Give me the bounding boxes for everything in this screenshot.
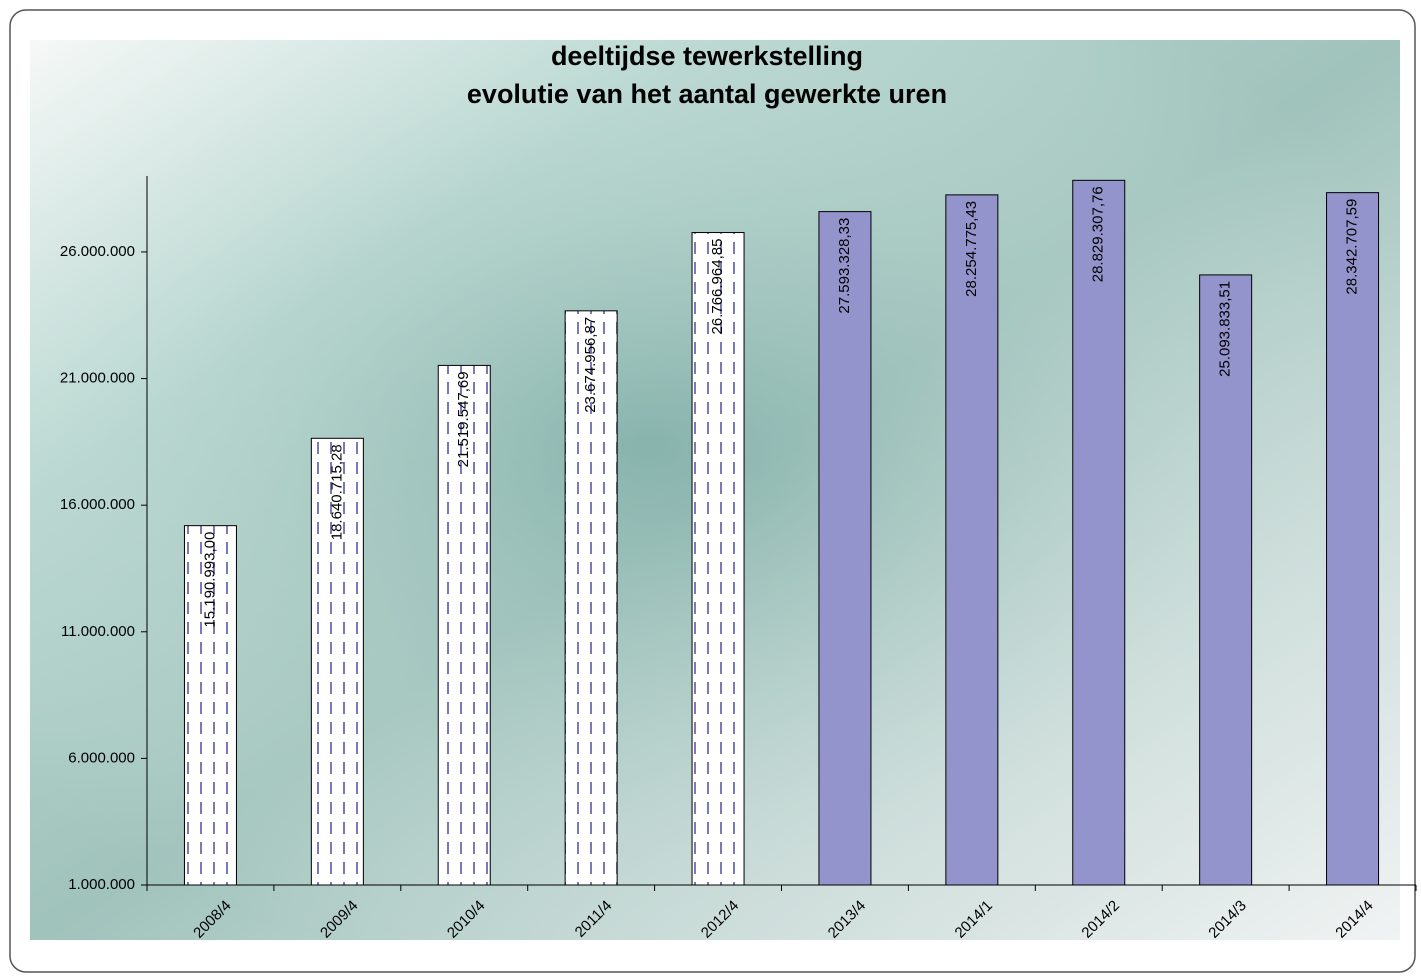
bar [818,211,872,886]
bar [1072,179,1126,886]
bar [437,364,491,886]
y-tick-label: 26.000.000 [60,243,135,260]
y-tick-label: 6.000.000 [68,749,135,766]
bar [1326,192,1380,886]
value-label: 25.093.833,51 [1217,281,1234,377]
bar [945,194,999,886]
value-label: 23.674.956,87 [582,317,599,413]
y-tick-label: 21.000.000 [60,370,135,387]
value-label: 27.593.328,33 [836,218,853,314]
bar [691,232,745,886]
bar [564,310,618,886]
chart-subtitle: evolutie van het aantal gewerkte uren [467,79,947,109]
y-tick-label: 11.000.000 [61,623,135,640]
value-label: 28.829.307,76 [1090,186,1107,282]
y-tick-label: 1.000.000 [68,876,135,893]
bar [310,437,364,886]
value-label: 26.766.964,85 [709,239,726,335]
chart-title: deeltijdse tewerkstelling [551,41,863,71]
bar [1199,274,1253,886]
value-label: 15.190.993,00 [201,532,218,628]
y-tick-label: 16.000.000 [60,496,135,513]
value-label: 18.640.715,28 [328,444,345,540]
value-label: 28.342.707,59 [1344,199,1361,295]
value-label: 21.519.547,69 [455,371,472,467]
bar [183,525,237,886]
value-label: 28.254.775,43 [963,201,980,297]
